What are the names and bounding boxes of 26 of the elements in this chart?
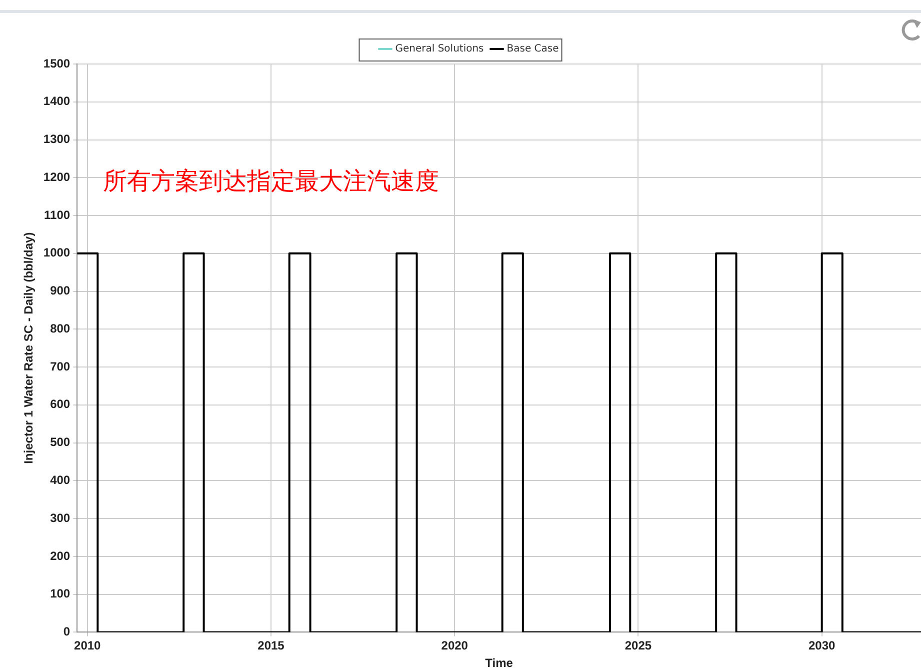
y-tick-label: 1000 [43,246,70,260]
y-tick-label: 100 [50,586,70,601]
y-tick-label: 400 [50,472,70,487]
x-axis-title: Time [485,656,514,670]
y-tick-label: 1100 [44,208,70,222]
annotation: 所有方案到达指定最大注汽速度 [103,167,440,196]
y-tick-label: 500 [50,435,70,450]
y-tick-label: 800 [50,321,70,336]
y-tick-label: 1200 [43,170,70,184]
y-tick-label: 1400 [43,94,70,108]
x-tick-label: 2020 [441,638,468,653]
y-tick-label: 600 [50,397,70,412]
legend-label: Base Case [506,44,559,55]
x-tick-label: 2015 [258,638,285,653]
y-tick-label: 900 [50,284,70,298]
y-tick-label: 300 [50,510,70,525]
y-tick-label: 1500 [43,56,70,70]
x-tick-label: 2010 [74,638,102,653]
legend-label: General Solutions [395,44,484,55]
y-axis-title: Injector 1 Water Rate SC - Daily (bbl/day) [22,232,36,464]
y-tick-label: 200 [50,548,70,563]
x-tick-label: 2025 [624,638,652,653]
y-tick-label: 1300 [43,132,70,146]
x-tick-label: 2030 [808,638,836,653]
y-tick-label: 0 [63,624,70,639]
y-tick-label: 700 [50,359,70,374]
